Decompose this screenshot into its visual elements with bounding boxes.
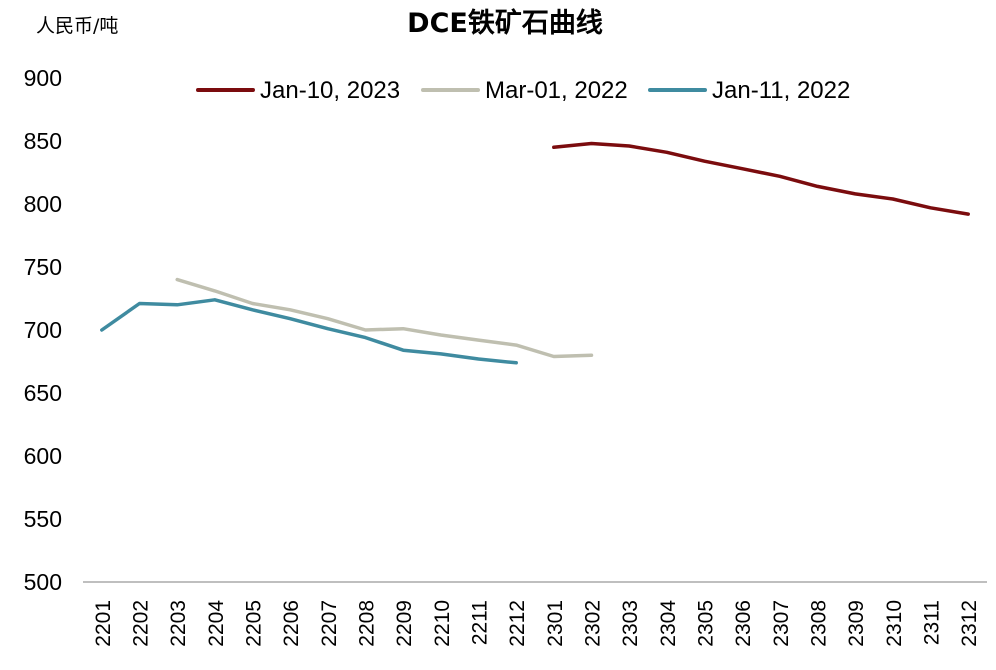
y-tick-label: 900 xyxy=(24,65,62,91)
x-tick-label: 2209 xyxy=(393,600,416,647)
y-tick-label: 800 xyxy=(24,191,62,217)
series-line xyxy=(100,298,518,365)
x-tick-label: 2310 xyxy=(883,600,906,647)
x-tick-label: 2306 xyxy=(732,600,755,647)
x-tick-label: 2311 xyxy=(921,600,944,645)
x-tick-label: 2309 xyxy=(845,600,868,647)
y-tick-label: 550 xyxy=(24,506,62,532)
x-tick-label: 2203 xyxy=(167,600,190,647)
y-tick-label: 500 xyxy=(24,569,62,595)
legend-label: Mar-01, 2022 xyxy=(485,77,628,104)
x-tick-label: 2307 xyxy=(770,600,793,647)
x-axis-ticks: 2201 2202 2203 2204 2205 2206 2207 2208 2209 2210… xyxy=(92,600,981,647)
series-line xyxy=(552,141,970,216)
x-tick-label: 2210 xyxy=(431,600,454,647)
x-tick-label: 2205 xyxy=(243,600,266,647)
x-tick-label: 2211 xyxy=(469,600,492,645)
y-tick-label: 600 xyxy=(24,443,62,469)
x-tick-label: 2208 xyxy=(356,600,379,647)
y-tick-label: 700 xyxy=(24,317,62,343)
legend-label: Jan-11, 2022 xyxy=(712,77,850,104)
x-tick-label: 2201 xyxy=(92,600,115,647)
series-line xyxy=(175,277,594,359)
legend-label: Jan-10, 2023 xyxy=(260,77,400,104)
x-tick-label: 2204 xyxy=(205,600,228,647)
y-tick-label: 850 xyxy=(24,128,62,154)
y-axis-ticks: 500 550 600 650 700 750 800 850 900 xyxy=(24,65,62,595)
y-tick-label: 650 xyxy=(24,380,62,406)
chart-title: DCE铁矿石曲线 xyxy=(407,7,603,39)
x-tick-label: 2312 xyxy=(958,600,981,647)
series-lines xyxy=(100,141,970,365)
legend: Jan-10, 2023 Mar-01, 2022 Jan-11, 2022 xyxy=(196,77,850,104)
x-tick-label: 2202 xyxy=(130,600,153,647)
x-tick-label: 2308 xyxy=(808,600,831,647)
x-tick-label: 2207 xyxy=(318,600,341,647)
x-tick-label: 2305 xyxy=(695,600,718,647)
y-axis-unit-label: 人民币/吨 xyxy=(36,15,118,37)
x-tick-label: 2303 xyxy=(619,600,642,647)
x-tick-label: 2212 xyxy=(506,600,529,647)
y-tick-label: 750 xyxy=(24,254,62,280)
x-tick-label: 2301 xyxy=(544,600,567,647)
x-tick-label: 2302 xyxy=(582,600,605,647)
x-tick-label: 2206 xyxy=(280,600,303,647)
x-tick-label: 2304 xyxy=(657,600,680,647)
